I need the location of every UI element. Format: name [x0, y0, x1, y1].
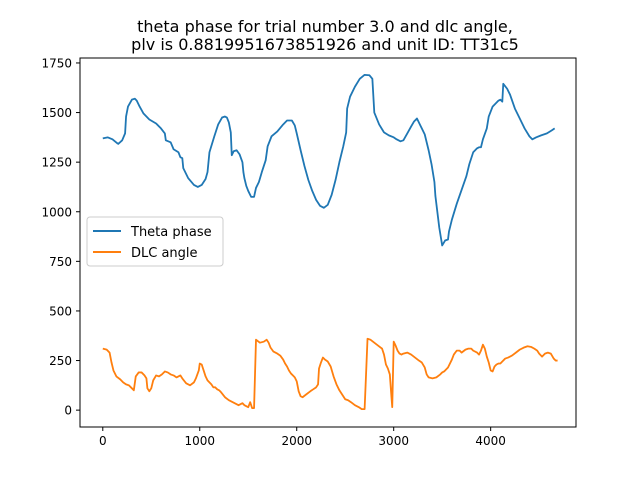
legend-label-dlc-angle: DLC angle	[131, 246, 198, 261]
y-tick-label-1000: 1000	[41, 205, 72, 219]
y-tick-label-250: 250	[49, 354, 72, 368]
plot-frame	[79, 57, 577, 428]
title-line-2: plv is 0.8819951673851926 and unit ID: T…	[131, 35, 519, 54]
y-tick-label-500: 500	[49, 304, 72, 318]
x-tick-label-0: 0	[99, 434, 107, 448]
legend: Theta phase DLC angle	[86, 216, 224, 267]
y-tick-label-1750: 1750	[41, 56, 72, 70]
x-axis: 0 1000 2000 3000 4000	[99, 427, 506, 448]
series-layer	[102, 73, 558, 411]
series-line-theta-phase	[102, 73, 556, 247]
x-tick-label-4000: 4000	[475, 434, 506, 448]
x-tick-label-3000: 3000	[378, 434, 409, 448]
chart-title: theta phase for trial number 3.0 and dlc…	[131, 17, 519, 54]
y-axis: 0 250 500 750 1000 1250 1500 1750	[41, 56, 80, 418]
y-tick-label-0: 0	[64, 404, 72, 418]
y-tick-label-1500: 1500	[41, 106, 72, 120]
title-line-1: theta phase for trial number 3.0 and dlc…	[137, 17, 513, 36]
y-tick-label-1250: 1250	[41, 156, 72, 170]
series-line-dlc-angle	[102, 337, 558, 411]
y-tick-label-750: 750	[49, 255, 72, 269]
x-tick-label-2000: 2000	[281, 434, 312, 448]
x-tick-label-1000: 1000	[184, 434, 215, 448]
legend-box	[86, 216, 224, 267]
legend-label-theta-phase: Theta phase	[130, 225, 212, 240]
